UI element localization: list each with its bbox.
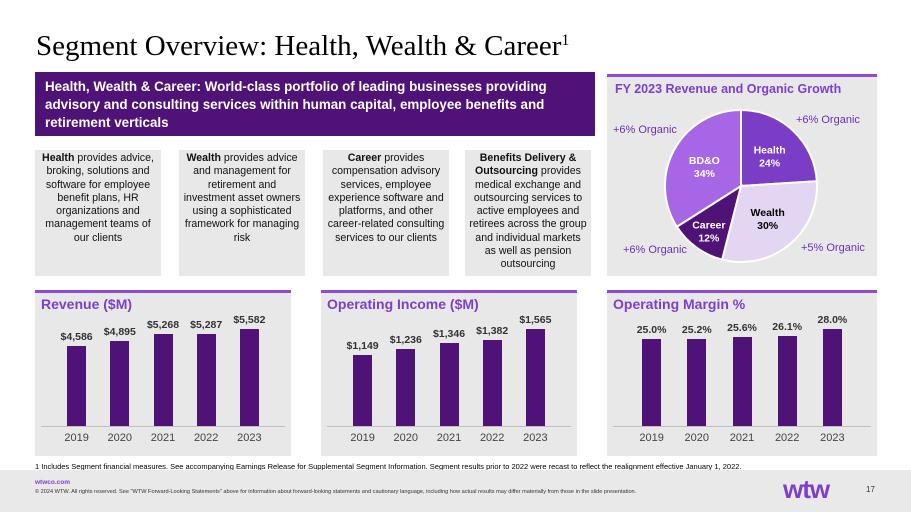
operating-margin-chart-panel: Operating Margin % 25.0% 2019 25.2% 2020 25.… [607,290,877,456]
bdo-organic-label: +6% Organic [613,124,677,136]
x-tick-label: 2020 [393,432,419,444]
card-health-text: provides advice, broking, solutions and … [45,152,154,244]
bar-2022 [777,335,797,426]
bar-value-label: 25.0% [636,324,667,337]
bar-2023 [525,329,545,426]
x-tick-label: 2022 [479,432,505,444]
bar-2019 [353,354,373,426]
footnote: 1 Includes Segment financial measures. S… [35,462,742,471]
x-tick-label: 2023 [523,432,548,444]
x-tick-label: 2019 [350,432,375,444]
card-career-text: provides compensation advisory services,… [327,152,445,244]
bar-2019 [67,346,87,426]
pie-slice-wealth [720,180,818,263]
bar-2021 [732,337,752,426]
bar-value-label: $4,586 [60,331,93,344]
revenue-panel-accent [35,290,291,293]
bar-value-label: $5,268 [146,319,180,332]
pie-label-name: Career [692,219,725,231]
pie-label-pct: 24% [759,158,781,170]
bar-value-label: 28.0% [817,314,848,326]
card-career-title: Career [347,152,382,164]
health-organic-label: +6% Organic [796,114,860,126]
x-tick-label: 2021 [729,432,755,444]
pie-label-name: Wealth [751,207,785,219]
bar-2021 [439,342,459,426]
card-bdo-text: provides medical exchange and outsourcin… [469,165,587,271]
bar-value-label: 25.2% [681,323,712,336]
operating-margin-chart-title: Operating Margin % [613,296,746,312]
bar-value-label: $1,236 [389,334,422,347]
pie-label-name: Health [754,145,786,157]
x-axis-line [41,426,285,427]
bar-2021 [153,334,173,426]
page-title: Segment Overview: Health, Wealth & Caree… [36,30,569,63]
page-number: 17 [866,485,875,494]
operating-margin-panel-accent [607,290,877,293]
operating-income-chart-panel: Operating Income ($M) $1,149 2019 $1,236 20… [321,290,577,456]
revenue-chart-panel: Revenue ($M) $4,586 2019 $4,895 2020 $5,268 2… [35,290,291,456]
bar-value-label: 25.6% [727,322,757,335]
card-career: Career provides compensation advisory se… [323,150,449,276]
x-tick-label: 2019 [64,432,89,444]
bar-value-label: $5,287 [190,319,223,332]
pie-slice-health [740,108,818,188]
footer-url-link[interactable]: wtwco.com [35,479,71,486]
card-health-title: Health [42,152,75,164]
wtw-logo: wtw [783,474,830,504]
x-tick-label: 2023 [820,432,845,444]
operating-income-panel-accent [321,290,577,293]
footer-bar [0,470,911,512]
bar-2023 [822,329,842,426]
pie-slice-bdo [664,108,742,229]
pie-label-pct: 30% [757,220,779,232]
pie-label-name: BD&O [689,155,720,167]
card-bdo: Benefits Delivery & Outsourcing provides… [465,150,591,276]
revenue-chart-title: Revenue ($M) [41,296,133,312]
bar-value-label: $1,382 [476,325,509,338]
bar-value-label: $1,346 [432,327,466,340]
x-tick-label: 2021 [436,432,462,444]
card-health: Health provides advice, broking, solutio… [35,150,161,276]
x-tick-label: 2020 [684,432,710,444]
card-wealth: Wealth provides advice and management fo… [179,150,305,276]
x-tick-label: 2021 [150,432,176,444]
x-axis-line [613,426,871,427]
x-tick-label: 2019 [639,432,664,444]
card-bdo-title: Benefits Delivery & Outsourcing [475,152,577,178]
operating-income-chart-title: Operating Income ($M) [327,296,479,312]
bar-2020 [687,338,707,426]
bar-2020 [110,340,130,426]
x-axis-line [327,426,571,427]
bar-value-label: $1,149 [346,339,379,352]
bar-2020 [396,349,416,426]
bar-2022 [482,340,502,426]
career-organic-label: +6% Organic [623,244,687,256]
bar-value-label: $4,895 [103,325,136,338]
bar-2023 [239,329,259,426]
bar-value-label: $5,582 [233,314,266,326]
bar-2022 [196,334,216,426]
card-wealth-title: Wealth [186,152,221,164]
x-tick-label: 2022 [193,432,219,444]
pie-label-pct: 12% [698,232,720,244]
wealth-organic-label: +5% Organic [801,242,865,254]
pie-label-pct: 34% [694,168,716,180]
title-footnote-mark: 1 [561,32,570,49]
pie-title: FY 2023 Revenue and Organic Growth [615,82,842,96]
x-tick-label: 2020 [107,432,133,444]
x-tick-label: 2022 [774,432,800,444]
page-title-text: Segment Overview: Health, Wealth & Caree… [36,30,562,62]
card-wealth-text: provides advice and management for retir… [183,152,301,244]
bar-value-label: $1,565 [519,314,552,326]
x-tick-label: 2023 [237,432,262,444]
summary-banner: Health, Wealth & Career: World-class por… [35,72,595,136]
pie-panel-accent [607,74,877,77]
footer-copyright: © 2024 WTW. All rights reserved. See "WT… [35,489,637,495]
pie-panel: FY 2023 Revenue and Organic Growth Healt… [607,74,877,276]
bar-value-label: 26.1% [772,320,803,333]
bar-2019 [642,339,662,426]
